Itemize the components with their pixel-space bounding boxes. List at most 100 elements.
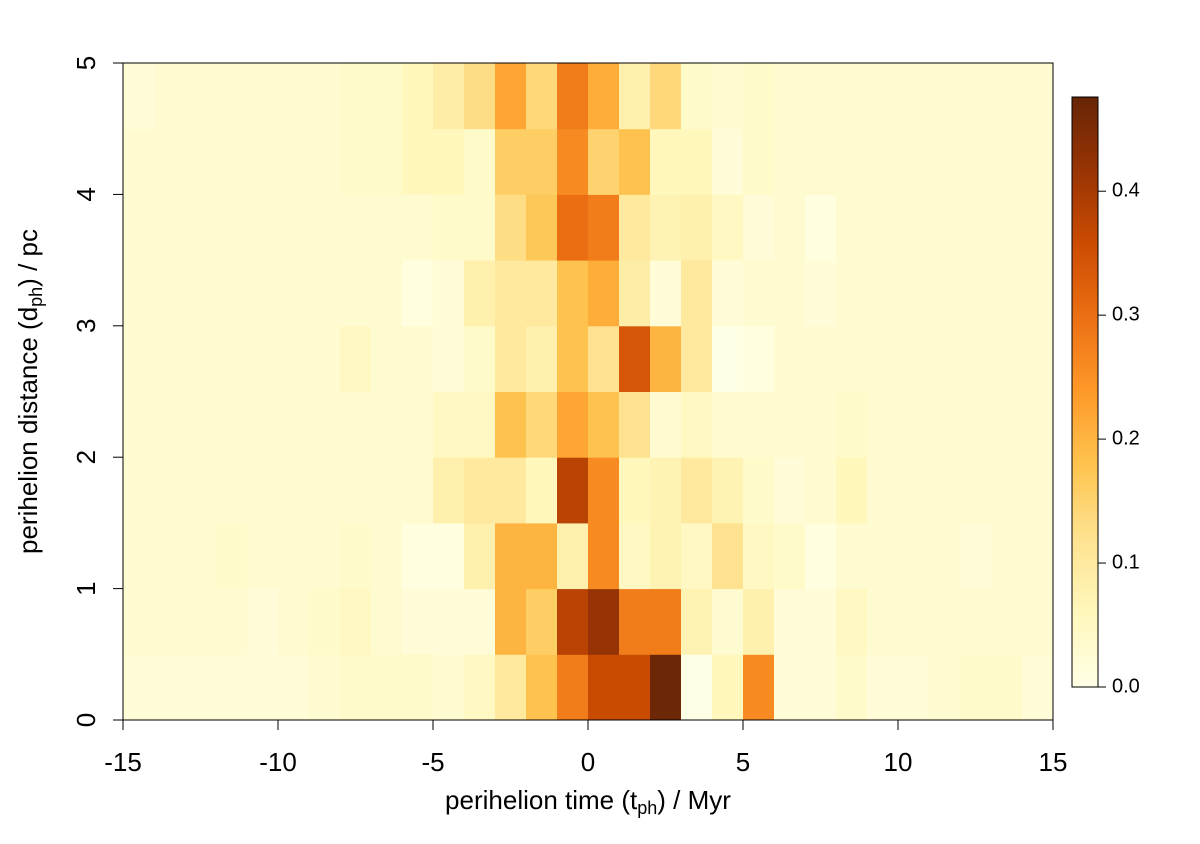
heat-cell — [278, 128, 310, 195]
heat-cell — [960, 522, 992, 590]
heat-cell — [898, 654, 930, 721]
heat-cell — [526, 260, 558, 327]
heat-cell — [774, 325, 806, 392]
heat-cell — [402, 194, 434, 261]
heat-cell — [247, 260, 279, 327]
heat-cell — [619, 522, 651, 590]
heat-cell — [340, 522, 372, 590]
heat-cell — [712, 391, 744, 458]
heat-cell — [743, 522, 775, 590]
heat-cell — [1022, 391, 1054, 458]
heat-cell — [681, 654, 713, 721]
heat-cell — [216, 260, 248, 327]
heat-cell — [588, 522, 620, 590]
x-axis-title: perihelion time (tph) / Myr — [445, 785, 731, 818]
heat-cell — [650, 654, 682, 721]
heat-cell — [495, 63, 527, 130]
heat-cell — [309, 522, 341, 590]
y-axis-title-part: ) / pc — [13, 229, 43, 287]
heat-cell — [712, 522, 744, 590]
heat-cell — [464, 391, 496, 458]
heat-cell — [619, 260, 651, 327]
heat-cell — [805, 63, 837, 130]
heat-cell — [867, 260, 899, 327]
heat-cell — [929, 194, 961, 261]
x-axis-title-part: ) / Myr — [657, 785, 731, 815]
heat-cell — [557, 522, 589, 590]
heat-cell — [247, 194, 279, 261]
heat-cell — [185, 194, 217, 261]
heat-cell — [402, 588, 434, 655]
heat-cell — [805, 457, 837, 524]
heat-cell — [495, 654, 527, 721]
heat-cell — [123, 63, 155, 130]
heat-cell — [340, 128, 372, 195]
x-tick-label: 0 — [581, 747, 595, 777]
heat-cell — [1022, 194, 1054, 261]
heat-cell — [309, 63, 341, 130]
heat-cell — [526, 63, 558, 130]
heat-cell — [960, 63, 992, 130]
heat-cell — [526, 588, 558, 655]
heat-cell — [557, 194, 589, 261]
heat-cell — [557, 588, 589, 655]
heat-cell — [681, 260, 713, 327]
heat-cell — [123, 194, 155, 261]
heat-cell — [960, 325, 992, 392]
colorbar-tick-label: 0.0 — [1112, 675, 1140, 697]
heat-cell — [154, 325, 186, 392]
heat-cell — [991, 522, 1023, 590]
heat-cell — [650, 391, 682, 458]
heat-cell — [433, 654, 465, 721]
heat-cell — [836, 128, 868, 195]
heat-cell — [619, 391, 651, 458]
heat-cell — [433, 260, 465, 327]
heat-cell — [309, 128, 341, 195]
heat-cell — [681, 391, 713, 458]
heat-cell — [650, 63, 682, 130]
heat-cell — [402, 128, 434, 195]
heat-cell — [402, 391, 434, 458]
heat-cell — [278, 325, 310, 392]
heat-cell — [1022, 325, 1054, 392]
heat-cell — [154, 457, 186, 524]
heat-cell — [433, 325, 465, 392]
heat-cell — [247, 654, 279, 721]
heat-cell — [712, 260, 744, 327]
heat-cell — [743, 588, 775, 655]
heat-cell — [278, 654, 310, 721]
heat-cell — [526, 194, 558, 261]
heat-cell — [402, 325, 434, 392]
heat-cell — [526, 457, 558, 524]
heat-cell — [216, 522, 248, 590]
heat-cell — [588, 194, 620, 261]
heat-cell — [123, 260, 155, 327]
heat-cell — [681, 128, 713, 195]
y-tick-label: 1 — [71, 581, 101, 595]
heat-cell — [278, 194, 310, 261]
heat-cell — [960, 128, 992, 195]
heat-cell — [185, 128, 217, 195]
heat-cell — [557, 457, 589, 524]
heat-cell — [774, 128, 806, 195]
heat-cell — [991, 588, 1023, 655]
heat-cell — [650, 260, 682, 327]
heat-cell — [309, 194, 341, 261]
heat-cell — [247, 588, 279, 655]
heat-cell — [464, 260, 496, 327]
heat-cell — [836, 457, 868, 524]
heat-cell — [619, 457, 651, 524]
heat-cell — [557, 325, 589, 392]
heat-cell — [991, 128, 1023, 195]
heat-cell — [805, 128, 837, 195]
heat-cell — [247, 63, 279, 130]
heat-cell — [123, 128, 155, 195]
heat-cell — [867, 63, 899, 130]
heat-cell — [929, 522, 961, 590]
heat-cell — [681, 522, 713, 590]
heat-cell — [526, 325, 558, 392]
heat-cell — [960, 654, 992, 721]
heat-cell — [216, 128, 248, 195]
heat-cell — [898, 260, 930, 327]
